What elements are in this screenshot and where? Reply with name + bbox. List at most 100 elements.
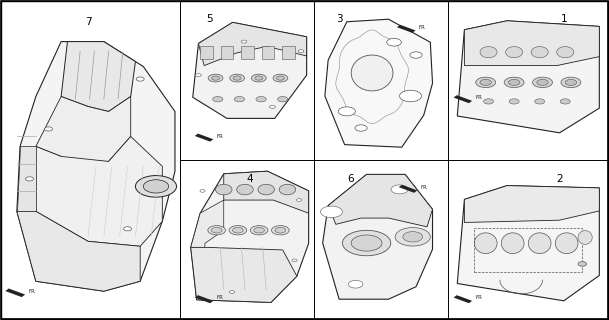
Polygon shape	[328, 174, 432, 227]
Bar	[200, 46, 213, 59]
Ellipse shape	[258, 184, 275, 195]
Circle shape	[26, 177, 33, 181]
Polygon shape	[199, 22, 307, 66]
Text: 6: 6	[347, 174, 353, 184]
Circle shape	[484, 99, 493, 104]
Circle shape	[234, 97, 245, 102]
Circle shape	[565, 79, 577, 85]
Text: 7: 7	[85, 17, 91, 28]
Circle shape	[476, 77, 496, 88]
Polygon shape	[61, 42, 135, 111]
Polygon shape	[323, 174, 432, 299]
Polygon shape	[192, 22, 307, 118]
Circle shape	[276, 76, 284, 80]
Bar	[262, 46, 274, 59]
Text: 2: 2	[556, 174, 563, 184]
Text: FR: FR	[217, 295, 224, 300]
Text: 5: 5	[206, 14, 213, 24]
Circle shape	[403, 232, 423, 242]
Polygon shape	[36, 97, 131, 166]
Circle shape	[410, 52, 422, 58]
Ellipse shape	[216, 184, 232, 195]
Circle shape	[241, 40, 247, 43]
Polygon shape	[17, 211, 140, 291]
Circle shape	[504, 77, 524, 88]
Polygon shape	[457, 21, 599, 133]
Circle shape	[278, 97, 288, 102]
Circle shape	[273, 74, 288, 82]
Text: 1: 1	[560, 14, 567, 24]
Circle shape	[233, 228, 243, 233]
Ellipse shape	[474, 233, 497, 253]
Text: 3: 3	[336, 14, 342, 24]
Circle shape	[348, 280, 363, 288]
Polygon shape	[325, 19, 432, 147]
Ellipse shape	[351, 55, 393, 91]
Bar	[474, 228, 582, 272]
Polygon shape	[191, 247, 297, 302]
Circle shape	[298, 50, 304, 53]
Circle shape	[395, 228, 431, 246]
Text: FR: FR	[421, 185, 428, 190]
Text: FR: FR	[29, 289, 36, 294]
Polygon shape	[36, 136, 163, 246]
Circle shape	[252, 74, 266, 82]
Circle shape	[233, 76, 241, 80]
Text: FR: FR	[476, 95, 482, 100]
Circle shape	[208, 74, 223, 82]
Circle shape	[535, 99, 544, 104]
Polygon shape	[397, 25, 415, 33]
Ellipse shape	[505, 47, 523, 58]
Polygon shape	[191, 171, 309, 302]
Polygon shape	[465, 21, 599, 66]
Circle shape	[292, 259, 297, 262]
Circle shape	[342, 230, 391, 256]
Circle shape	[256, 97, 266, 102]
Circle shape	[272, 226, 289, 235]
Circle shape	[136, 77, 144, 81]
Circle shape	[355, 125, 367, 131]
Circle shape	[275, 228, 286, 233]
Ellipse shape	[237, 184, 253, 195]
Circle shape	[509, 99, 519, 104]
Circle shape	[532, 77, 552, 88]
Circle shape	[135, 176, 177, 197]
Circle shape	[250, 226, 268, 235]
Bar	[282, 46, 295, 59]
Circle shape	[400, 90, 421, 102]
Circle shape	[255, 76, 263, 80]
Circle shape	[213, 97, 223, 102]
Circle shape	[211, 76, 219, 80]
Circle shape	[44, 127, 52, 131]
Ellipse shape	[279, 184, 296, 195]
Circle shape	[578, 262, 586, 266]
Circle shape	[229, 226, 247, 235]
Ellipse shape	[531, 47, 548, 58]
Circle shape	[124, 227, 132, 231]
Ellipse shape	[480, 47, 497, 58]
Polygon shape	[17, 147, 36, 211]
Polygon shape	[17, 42, 175, 291]
Circle shape	[211, 228, 222, 233]
Circle shape	[200, 189, 205, 192]
Polygon shape	[191, 200, 224, 247]
Ellipse shape	[557, 47, 574, 58]
Circle shape	[230, 74, 245, 82]
Text: 4: 4	[247, 174, 253, 184]
Circle shape	[387, 38, 401, 46]
Ellipse shape	[501, 233, 524, 253]
Circle shape	[351, 235, 382, 251]
Circle shape	[561, 77, 581, 88]
Circle shape	[230, 291, 234, 293]
Circle shape	[208, 226, 225, 235]
Polygon shape	[457, 186, 599, 301]
Ellipse shape	[528, 233, 551, 253]
Polygon shape	[465, 186, 599, 222]
Polygon shape	[454, 295, 472, 303]
Polygon shape	[454, 95, 472, 103]
Polygon shape	[195, 295, 213, 303]
Bar	[241, 46, 254, 59]
Polygon shape	[195, 133, 213, 142]
Circle shape	[537, 79, 548, 85]
Circle shape	[320, 206, 342, 218]
